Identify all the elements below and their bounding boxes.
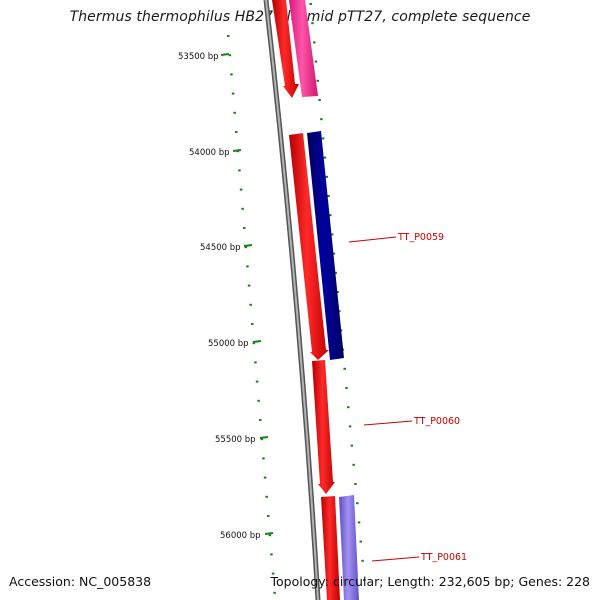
scale-label-54500: 54500 bp — [200, 243, 241, 253]
gene-label-tt-p0059[interactable]: TT_P0059 — [397, 232, 444, 243]
gene-label-tt-p0060[interactable]: TT_P0060 — [413, 416, 460, 427]
gene-label-tt-p0061[interactable]: TT_P0061 — [420, 552, 467, 563]
outer-scale-ticks — [227, 35, 276, 594]
summary-text: Topology: circular; Length: 232,605 bp; … — [270, 574, 591, 589]
gene-arrow[interactable] — [321, 496, 340, 600]
backbone — [263, 0, 321, 600]
gene-labels: TT_P0059 TT_P0060 TT_P0061 — [348, 232, 467, 563]
scale-label-55000: 55000 bp — [208, 339, 249, 349]
scale-labels: 53500 bp 54000 bp 54500 bp 55000 bp 5550… — [178, 52, 274, 541]
gene-tracks — [272, 0, 359, 600]
scale-label-53500: 53500 bp — [178, 52, 219, 62]
scale-label-56000: 56000 bp — [220, 531, 261, 541]
gene-arrow[interactable] — [339, 495, 359, 600]
gene-arrow[interactable] — [289, 133, 329, 360]
gene-arrow[interactable] — [272, 0, 299, 98]
gene-arrow[interactable] — [312, 360, 335, 494]
scale-label-54000: 54000 bp — [189, 148, 230, 158]
scale-label-55500: 55500 bp — [215, 435, 256, 445]
gene-arrow[interactable] — [289, 0, 318, 97]
accession-text: Accession: NC_005838 — [9, 574, 152, 589]
gene-arrow[interactable] — [307, 131, 344, 360]
